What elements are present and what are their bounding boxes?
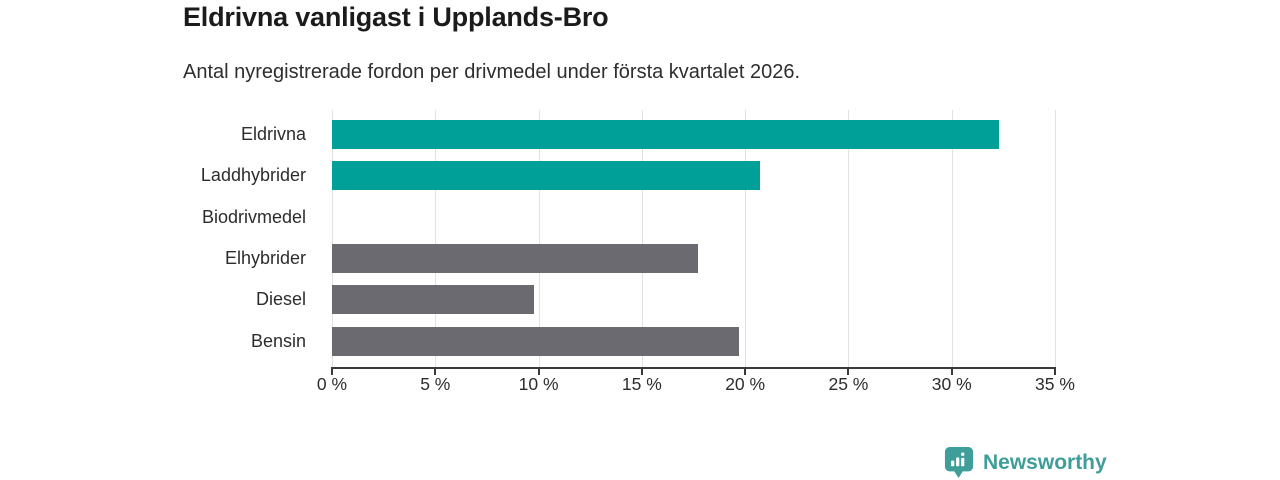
gridline-30 xyxy=(951,110,953,368)
bar-laddhybrider xyxy=(332,161,760,191)
axis-tick-15 xyxy=(640,369,643,375)
bar-bensin xyxy=(332,326,739,356)
gridline-5 xyxy=(435,110,437,368)
gridline-35 xyxy=(1055,110,1056,368)
x-axis-tick-labels: 0 % 5 % 10 % 15 % 20 % 25 % 30 % 35 % xyxy=(317,374,1075,398)
category-labels: Eldrivna Laddhybrider Biodrivmedel Elhybrid… xyxy=(0,114,319,362)
bar-row xyxy=(332,321,1055,362)
newsworthy-logo-text: Newsworthy xyxy=(983,450,1107,474)
axis-tick-35 xyxy=(1054,369,1056,375)
axis-tick-25 xyxy=(847,369,850,375)
bar-row xyxy=(332,114,1055,155)
newsworthy-chart-bubble-icon xyxy=(944,446,974,479)
gridline-0 xyxy=(332,110,333,368)
axis-tick-label: 35 % xyxy=(1035,374,1075,394)
bar-row xyxy=(332,279,1055,320)
axis-tick-10 xyxy=(537,369,540,375)
axis-tick-label: 30 % xyxy=(931,374,972,394)
category-label: Bensin xyxy=(250,330,306,351)
axis-tick-label: 15 % xyxy=(621,374,662,394)
category-label: Eldrivna xyxy=(240,124,306,145)
bar-elhybrider xyxy=(332,243,698,273)
category-label: Laddhybrider xyxy=(200,165,306,186)
bar-diesel xyxy=(332,285,535,315)
axis-tick-label: 10 % xyxy=(518,374,559,394)
axis-tick-30 xyxy=(950,369,953,375)
chart-title: Eldrivna vanligast i Upplands-Bro xyxy=(183,2,609,32)
axis-tick-label: 0 % xyxy=(316,374,348,394)
category-label: Biodrivmedel xyxy=(201,206,306,227)
axis-tick-20 xyxy=(744,369,747,375)
newsworthy-logo-link[interactable]: Newsworthy xyxy=(944,446,1107,479)
x-axis-line xyxy=(331,367,1056,369)
axis-tick-5 xyxy=(434,369,437,375)
gridline-25 xyxy=(848,110,850,368)
axis-tick-0 xyxy=(331,369,333,375)
bar-rows xyxy=(332,114,1055,362)
axis-tick-label: 5 % xyxy=(420,374,451,394)
axis-tick-label: 25 % xyxy=(828,374,869,394)
gridline-20 xyxy=(745,110,747,368)
bar-row xyxy=(332,197,1055,238)
bar-row xyxy=(332,155,1055,196)
chart-subtitle: Antal nyregistrerade fordon per drivmede… xyxy=(183,61,801,83)
bar-row xyxy=(332,238,1055,279)
plot-area xyxy=(332,110,1056,368)
category-label: Diesel xyxy=(255,289,306,310)
axis-tick-label: 20 % xyxy=(725,374,766,394)
category-label: Elhybrider xyxy=(224,248,306,269)
gridline-15 xyxy=(641,110,643,368)
gridline-10 xyxy=(538,110,540,368)
bar-eldrivna xyxy=(332,120,1000,149)
